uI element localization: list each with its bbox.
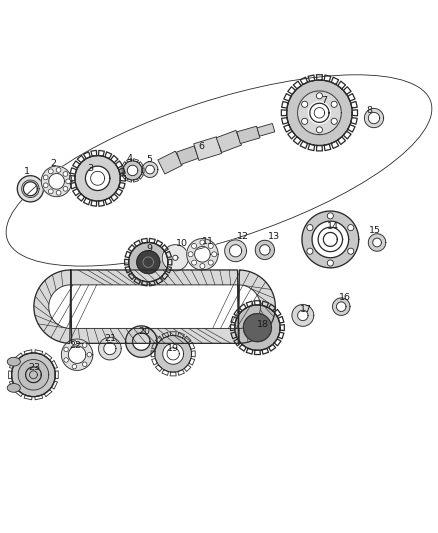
Text: 17: 17 <box>300 305 311 314</box>
Text: 2: 2 <box>50 159 56 168</box>
Circle shape <box>307 248 313 254</box>
Polygon shape <box>142 161 158 177</box>
Polygon shape <box>123 161 142 180</box>
Text: 20: 20 <box>138 327 150 336</box>
Polygon shape <box>292 304 314 326</box>
Text: 13: 13 <box>268 232 279 241</box>
Polygon shape <box>155 335 191 372</box>
Circle shape <box>72 365 77 369</box>
Circle shape <box>191 244 197 248</box>
Ellipse shape <box>7 384 20 392</box>
Text: 9: 9 <box>146 244 152 253</box>
Text: 5: 5 <box>146 155 152 164</box>
Text: 3: 3 <box>87 164 93 173</box>
Circle shape <box>327 213 333 219</box>
Text: 15: 15 <box>369 226 381 235</box>
Circle shape <box>63 172 68 176</box>
Circle shape <box>72 341 77 345</box>
Polygon shape <box>99 337 121 360</box>
Polygon shape <box>187 239 218 270</box>
Circle shape <box>316 127 322 133</box>
Circle shape <box>64 358 68 362</box>
Polygon shape <box>235 305 280 350</box>
Text: 19: 19 <box>167 344 179 353</box>
Polygon shape <box>257 124 275 136</box>
Polygon shape <box>137 251 159 273</box>
Circle shape <box>348 224 354 231</box>
Circle shape <box>302 118 308 124</box>
Polygon shape <box>225 240 247 262</box>
Polygon shape <box>162 245 188 271</box>
Text: 6: 6 <box>198 142 205 151</box>
Circle shape <box>191 260 197 265</box>
Polygon shape <box>216 131 241 152</box>
Polygon shape <box>129 243 168 282</box>
Polygon shape <box>41 166 72 197</box>
Circle shape <box>87 352 92 357</box>
Polygon shape <box>302 211 359 268</box>
Polygon shape <box>297 91 341 135</box>
Polygon shape <box>75 156 120 201</box>
Circle shape <box>63 187 68 191</box>
Polygon shape <box>17 176 43 202</box>
Circle shape <box>56 190 61 195</box>
Text: 1: 1 <box>24 167 30 176</box>
Text: 22: 22 <box>70 342 82 351</box>
Polygon shape <box>255 240 275 260</box>
Polygon shape <box>194 137 222 160</box>
Circle shape <box>200 263 205 269</box>
Polygon shape <box>61 339 93 370</box>
Text: 4: 4 <box>127 154 132 163</box>
Polygon shape <box>34 270 276 343</box>
Circle shape <box>64 347 68 352</box>
Text: 16: 16 <box>339 293 351 302</box>
Circle shape <box>307 224 313 231</box>
Ellipse shape <box>7 357 20 366</box>
Circle shape <box>331 101 337 107</box>
Polygon shape <box>364 108 384 128</box>
Polygon shape <box>12 353 55 397</box>
Circle shape <box>49 189 53 194</box>
Circle shape <box>348 248 354 254</box>
Polygon shape <box>177 146 198 164</box>
Circle shape <box>82 362 87 367</box>
Circle shape <box>302 101 308 107</box>
Text: 18: 18 <box>257 320 268 329</box>
Circle shape <box>66 179 71 184</box>
Circle shape <box>188 252 193 257</box>
Circle shape <box>200 240 205 245</box>
Text: 10: 10 <box>176 239 188 248</box>
Text: 7: 7 <box>321 96 327 105</box>
Text: 8: 8 <box>367 106 373 115</box>
Circle shape <box>82 343 87 348</box>
Text: 23: 23 <box>28 364 41 372</box>
Circle shape <box>49 169 53 174</box>
Polygon shape <box>12 353 55 397</box>
Circle shape <box>43 183 48 188</box>
Polygon shape <box>158 151 182 174</box>
Polygon shape <box>287 80 352 146</box>
Text: 12: 12 <box>237 232 249 241</box>
Circle shape <box>56 167 61 172</box>
Text: 21: 21 <box>105 334 117 343</box>
Circle shape <box>212 252 217 257</box>
Polygon shape <box>332 298 350 316</box>
Circle shape <box>327 260 333 266</box>
Polygon shape <box>244 313 272 342</box>
Circle shape <box>316 93 322 99</box>
Circle shape <box>43 175 48 180</box>
Circle shape <box>208 260 213 265</box>
Text: 14: 14 <box>326 222 339 231</box>
Polygon shape <box>237 126 260 143</box>
Circle shape <box>208 244 213 248</box>
Polygon shape <box>368 234 386 251</box>
Polygon shape <box>126 326 157 357</box>
Circle shape <box>331 118 337 124</box>
Text: 11: 11 <box>202 237 214 246</box>
